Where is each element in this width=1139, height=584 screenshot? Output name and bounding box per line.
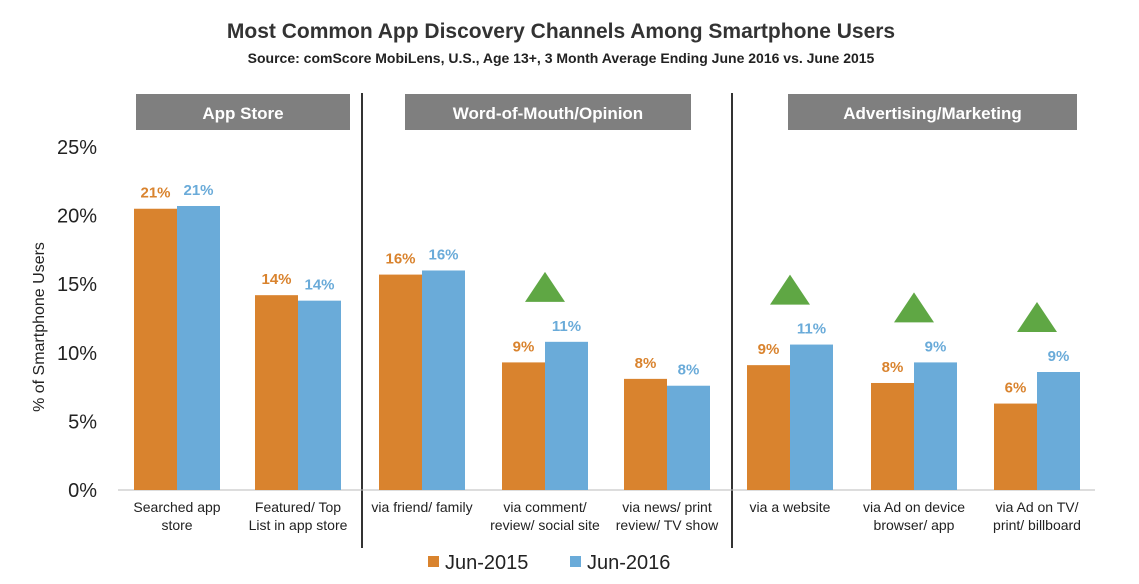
data-label: 14% bbox=[304, 277, 334, 294]
category-label: browser/ app bbox=[874, 517, 955, 533]
bar-jun-2015 bbox=[624, 378, 667, 490]
category-label: review/ TV show bbox=[616, 517, 719, 533]
group-header-label: Word-of-Mouth/Opinion bbox=[453, 104, 643, 123]
y-axis-label: % of Smartphone Users bbox=[31, 242, 48, 412]
legend-swatch-jun-2015 bbox=[428, 556, 439, 567]
chart-title: Most Common App Discovery Channels Among… bbox=[227, 20, 895, 43]
category-label: via a website bbox=[750, 499, 831, 515]
bar-jun-2015 bbox=[871, 382, 914, 490]
data-label: 8% bbox=[635, 355, 657, 372]
group-header-label: Advertising/Marketing bbox=[843, 104, 1022, 123]
bar-jun-2016 bbox=[667, 385, 710, 490]
category-label: Featured/ Top bbox=[255, 499, 341, 515]
bar-jun-2016 bbox=[914, 362, 957, 490]
bar-jun-2015 bbox=[379, 274, 422, 490]
bar-jun-2016 bbox=[422, 270, 465, 490]
legend-label: Jun-2015 bbox=[445, 552, 528, 574]
group-header-2 bbox=[788, 94, 1077, 130]
bar-jun-2016 bbox=[545, 341, 588, 490]
category-label: Searched app bbox=[133, 499, 220, 515]
data-label: 11% bbox=[552, 318, 581, 335]
category-label: List in app store bbox=[249, 517, 348, 533]
category-label: review/ social site bbox=[490, 517, 600, 533]
category-label: via friend/ family bbox=[371, 499, 472, 515]
bar-jun-2016 bbox=[790, 344, 833, 490]
data-label: 14% bbox=[261, 271, 291, 288]
data-label: 21% bbox=[140, 185, 170, 202]
bar-jun-2015 bbox=[994, 403, 1037, 490]
data-label: 9% bbox=[758, 341, 780, 358]
bar-jun-2015 bbox=[255, 295, 298, 490]
increase-marker-icon bbox=[1017, 302, 1057, 333]
data-label: 21% bbox=[183, 182, 213, 199]
category-label: via news/ print bbox=[622, 499, 712, 515]
y-tick-label: 10% bbox=[57, 343, 97, 365]
plot-area: App Store Word-of-Mouth/Opinion Advertisin… bbox=[57, 93, 1095, 548]
y-tick-label: 0% bbox=[68, 480, 97, 502]
y-tick-label: 15% bbox=[57, 274, 97, 296]
y-tick-label: 20% bbox=[57, 206, 97, 228]
data-label: 8% bbox=[678, 362, 700, 379]
chart-subtitle: Source: comScore MobiLens, U.S., Age 13+… bbox=[248, 50, 875, 66]
group-header-1 bbox=[405, 94, 691, 130]
group-header-0 bbox=[136, 94, 350, 130]
bar-jun-2015 bbox=[747, 365, 790, 490]
bar-jun-2015 bbox=[134, 208, 177, 491]
bar-jun-2016 bbox=[1037, 372, 1080, 490]
bar-jun-2016 bbox=[298, 300, 341, 490]
legend-label: Jun-2016 bbox=[587, 552, 670, 574]
legend: Jun-2015 Jun-2016 bbox=[428, 552, 670, 574]
data-label: 11% bbox=[797, 321, 826, 338]
increase-marker-icon bbox=[525, 271, 565, 302]
data-label: 16% bbox=[428, 246, 458, 263]
data-label: 16% bbox=[385, 251, 415, 268]
y-tick-label: 5% bbox=[68, 411, 97, 433]
data-label: 9% bbox=[925, 338, 947, 355]
category-label: via Ad on TV/ bbox=[995, 499, 1078, 515]
legend-swatch-jun-2016 bbox=[570, 556, 581, 567]
data-label: 9% bbox=[1048, 348, 1070, 365]
data-label: 9% bbox=[513, 338, 535, 355]
category-label: store bbox=[161, 517, 192, 533]
y-tick-label: 25% bbox=[57, 137, 97, 159]
category-label: via comment/ bbox=[503, 499, 586, 515]
data-label: 8% bbox=[882, 359, 904, 376]
bar-jun-2016 bbox=[177, 205, 220, 490]
group-header-label: App Store bbox=[202, 104, 283, 123]
increase-marker-icon bbox=[894, 292, 934, 323]
category-label: print/ billboard bbox=[993, 517, 1081, 533]
data-label: 6% bbox=[1005, 380, 1027, 397]
increase-marker-icon bbox=[770, 274, 810, 305]
category-label: via Ad on device bbox=[863, 499, 965, 515]
bar-jun-2015 bbox=[502, 362, 545, 490]
